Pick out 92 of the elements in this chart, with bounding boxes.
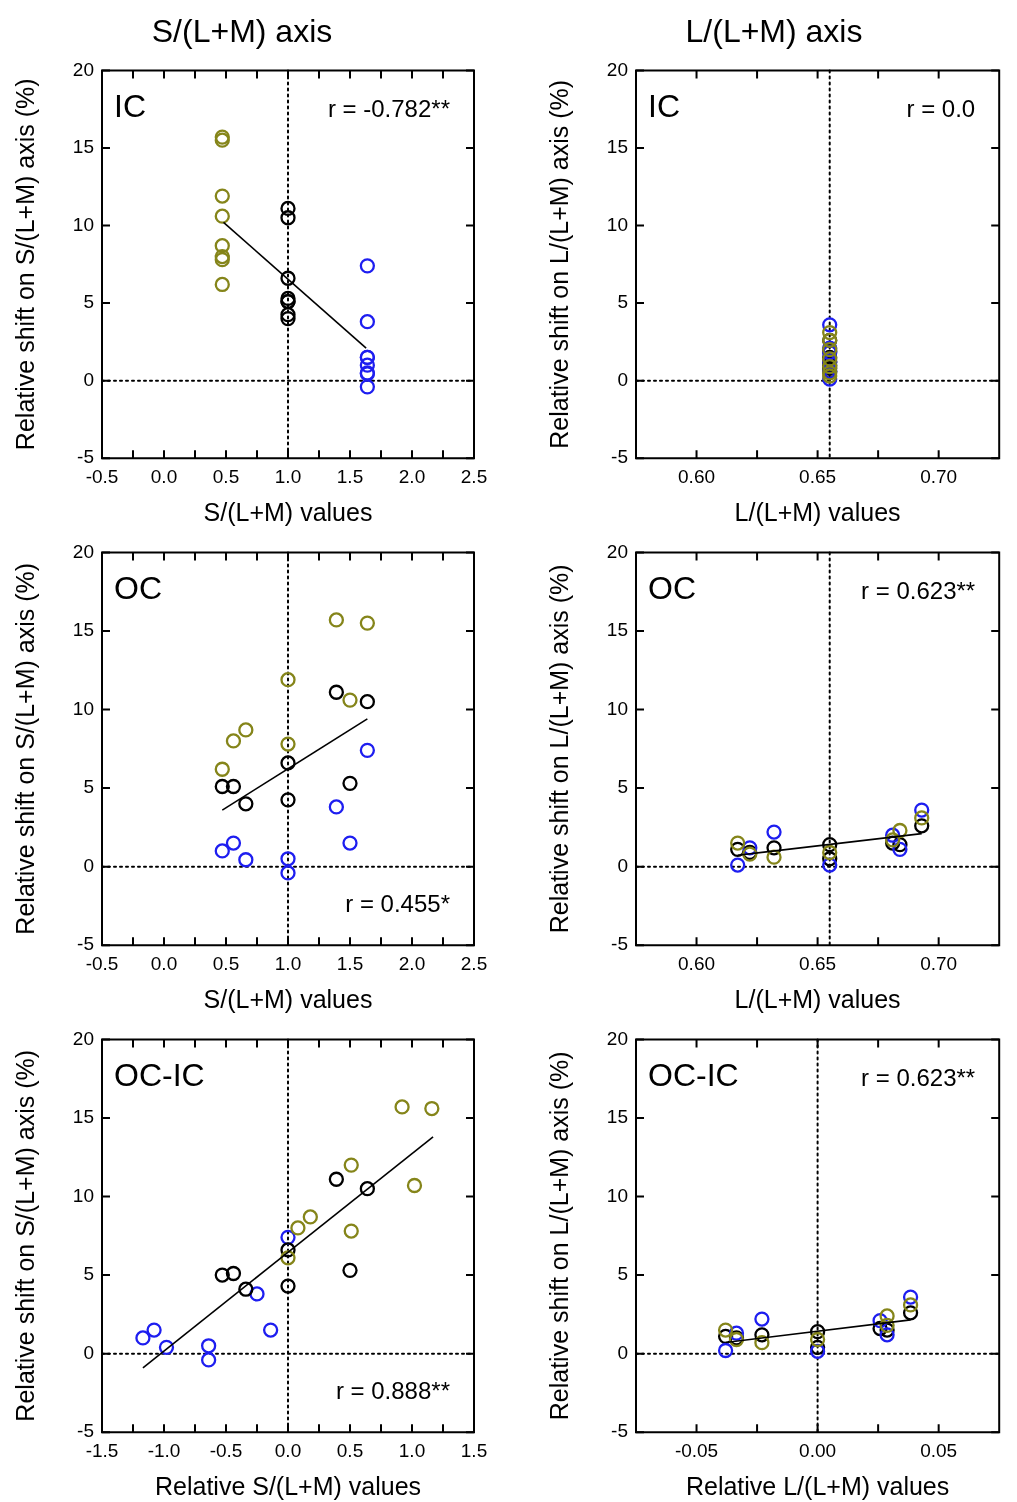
- y-tick-label: 5: [617, 1263, 628, 1285]
- y-tick-label: -5: [611, 1420, 628, 1442]
- x-tick-label: 0.0: [150, 952, 178, 974]
- y-tick-label: 5: [83, 776, 94, 798]
- x-tick-label: 1.0: [274, 465, 302, 487]
- x-tick-label: 2.5: [460, 952, 488, 974]
- x-tick-label: 0.70: [920, 465, 958, 487]
- x-tick-label: 0.0: [274, 1439, 302, 1461]
- x-tick-label: -0.5: [85, 952, 119, 974]
- y-tick-label: 5: [617, 776, 628, 798]
- y-tick-label: -5: [77, 933, 94, 955]
- x-tick-label: -0.5: [85, 465, 119, 487]
- y-tick-label: 10: [72, 1184, 94, 1206]
- x-tick-label: 0.65: [799, 465, 837, 487]
- y-tick-label: 20: [72, 540, 94, 562]
- x-tick-label: 2.0: [398, 952, 426, 974]
- annotation: r = 0.0: [906, 95, 976, 123]
- y-axis-title: Relative shift on L/(L+M) axis (%): [544, 79, 573, 449]
- x-tick-label: 0.00: [799, 1439, 837, 1461]
- y-tick-label: 0: [83, 1341, 94, 1363]
- x-axis-title: L/(L+M) values: [734, 984, 901, 1013]
- y-tick-label: 20: [606, 540, 628, 562]
- annotation: OC-IC: [648, 1057, 739, 1094]
- y-tick-label: 15: [72, 136, 94, 158]
- chart-title: S/(L+M) axis: [151, 13, 333, 50]
- y-tick-label: 20: [72, 58, 94, 80]
- y-tick-label: 20: [606, 1027, 628, 1049]
- x-tick-label: -0.5: [209, 1439, 243, 1461]
- y-tick-label: 20: [72, 1027, 94, 1049]
- y-tick-label: 20: [606, 58, 628, 80]
- x-tick-label: 0.05: [920, 1439, 958, 1461]
- x-tick-label: 0.5: [336, 1439, 364, 1461]
- annotation: r = 0.455*: [345, 889, 450, 917]
- annotation: IC: [114, 88, 146, 125]
- x-tick-label: 0.5: [212, 952, 240, 974]
- y-tick-label: 10: [606, 697, 628, 719]
- x-tick-label: 0.5: [212, 465, 240, 487]
- annotation: IC: [648, 88, 680, 125]
- chart-title: L/(L+M) axis: [685, 13, 863, 50]
- y-axis-title: Relative shift on S/(L+M) axis (%): [10, 562, 39, 935]
- y-tick-label: 5: [617, 291, 628, 313]
- y-tick-label: 15: [606, 136, 628, 158]
- y-tick-label: 15: [72, 1106, 94, 1128]
- y-tick-label: 0: [617, 1341, 628, 1363]
- x-tick-label: -1.5: [85, 1439, 119, 1461]
- x-axis-title: Relative S/(L+M) values: [154, 1471, 422, 1500]
- y-tick-label: 0: [83, 854, 94, 876]
- annotation: r = 0.623**: [861, 1064, 976, 1092]
- y-tick-label: 5: [83, 291, 94, 313]
- x-axis-title: Relative L/(L+M) values: [685, 1471, 950, 1500]
- y-tick-label: 5: [83, 1263, 94, 1285]
- y-tick-label: 10: [72, 213, 94, 235]
- y-tick-label: -5: [77, 1420, 94, 1442]
- y-tick-label: 0: [617, 368, 628, 390]
- x-tick-label: 1.5: [460, 1439, 488, 1461]
- y-tick-label: 0: [83, 368, 94, 390]
- y-tick-label: 15: [606, 1106, 628, 1128]
- y-axis-title: Relative shift on L/(L+M) axis (%): [544, 564, 573, 934]
- x-tick-label: 2.5: [460, 465, 488, 487]
- x-tick-label: -1.0: [147, 1439, 181, 1461]
- x-tick-label: 1.5: [336, 952, 364, 974]
- x-tick-label: 1.5: [336, 465, 364, 487]
- annotation: OC-IC: [114, 1057, 205, 1094]
- y-tick-label: 15: [606, 619, 628, 641]
- y-tick-label: 10: [606, 1184, 628, 1206]
- x-tick-label: 0.0: [150, 465, 178, 487]
- y-axis-title: Relative shift on L/(L+M) axis (%): [544, 1051, 573, 1421]
- annotation: r = -0.782**: [327, 95, 450, 123]
- x-tick-label: 0.65: [799, 952, 837, 974]
- y-tick-label: -5: [611, 933, 628, 955]
- y-tick-label: 0: [617, 854, 628, 876]
- x-axis-title: S/(L+M) values: [203, 984, 373, 1013]
- x-tick-label: 0.60: [678, 465, 716, 487]
- annotation: r = 0.888**: [335, 1376, 450, 1404]
- x-tick-label: 1.0: [398, 1439, 426, 1461]
- x-tick-label: -0.05: [674, 1439, 719, 1461]
- x-tick-label: 0.60: [678, 952, 716, 974]
- y-axis-title: Relative shift on S/(L+M) axis (%): [10, 1049, 39, 1422]
- y-tick-label: 10: [606, 213, 628, 235]
- y-axis-title: Relative shift on S/(L+M) axis (%): [10, 78, 39, 451]
- x-axis-title: L/(L+M) values: [734, 497, 901, 526]
- x-axis-title: S/(L+M) values: [203, 497, 373, 526]
- annotation: OC: [114, 570, 162, 607]
- y-tick-label: 10: [72, 697, 94, 719]
- y-tick-label: 15: [72, 619, 94, 641]
- y-tick-label: -5: [611, 446, 628, 468]
- annotation: r = 0.623**: [861, 577, 976, 605]
- x-tick-label: 1.0: [274, 952, 302, 974]
- y-tick-label: -5: [77, 446, 94, 468]
- x-tick-label: 2.0: [398, 465, 426, 487]
- annotation: OC: [648, 570, 696, 607]
- x-tick-label: 0.70: [920, 952, 958, 974]
